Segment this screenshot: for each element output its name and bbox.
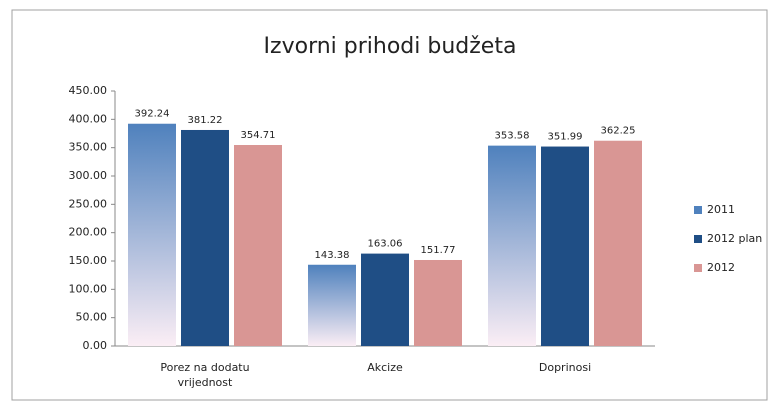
data-label: 392.24 [135,109,170,120]
data-label: 151.77 [421,245,456,256]
y-tick-label: 50.00 [76,311,108,324]
data-label: 351.99 [548,132,583,143]
bar [541,146,589,346]
data-label: 362.25 [601,126,636,137]
bar [308,264,356,346]
y-tick-label: 400.00 [69,112,108,125]
y-tick-label: 100.00 [69,282,108,295]
data-label: 143.38 [315,250,350,261]
bar [594,140,642,346]
y-tick-label: 200.00 [69,226,108,239]
x-tick-label: Doprinosi [538,361,592,374]
legend-label: 2011 [707,203,735,216]
bar [234,144,282,346]
y-tick-label: 300.00 [69,169,108,182]
x-tick-label: Akcize [367,361,403,374]
bar [361,253,409,346]
chart-title: Izvorni prihodi budžeta [264,34,517,59]
legend-label: 2012 [707,261,735,274]
y-tick-label: 350.00 [69,141,108,154]
data-label: 163.06 [368,239,403,250]
legend-swatch [694,264,702,272]
data-label: 381.22 [188,115,223,126]
legend-label: 2012 plan [707,232,762,245]
y-tick-label: 250.00 [69,197,108,210]
legend-swatch [694,235,702,243]
bar [128,123,176,346]
data-label: 353.58 [495,131,530,142]
y-tick-label: 450.00 [69,84,108,97]
y-tick-label: 150.00 [69,254,108,267]
bar [488,145,536,346]
y-tick-label: 0.00 [83,339,108,352]
bar [414,259,462,346]
legend-swatch [694,206,702,214]
bar [181,129,229,346]
data-label: 354.71 [241,130,276,141]
x-tick-label: Porez na dodatu vrijednost [160,361,250,389]
